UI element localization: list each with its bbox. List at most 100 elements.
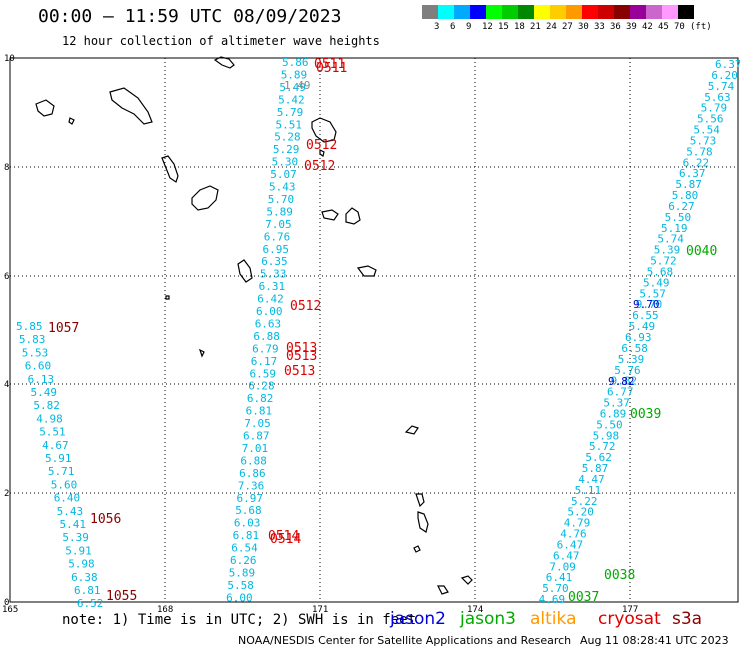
wave-height-value: 5.74 (708, 80, 735, 93)
wave-height-value: 7.01 (242, 442, 269, 455)
legend-swatch (678, 5, 694, 19)
wave-height-value: 6.58 (621, 342, 648, 355)
island (161, 155, 179, 183)
legend-swatch (534, 5, 550, 19)
wave-height-value: 4.76 (560, 528, 587, 541)
track-time-label: 0511 (316, 61, 347, 76)
legend-swatch (438, 5, 454, 19)
wave-height-value: 6.52 (77, 597, 104, 610)
wave-height-value: 9.70 (636, 298, 663, 311)
island (237, 259, 253, 283)
wave-height-value: 5.78 (686, 145, 713, 158)
wave-height-value: 7.09 (549, 560, 576, 573)
wave-height-value: 6.31 (259, 280, 286, 293)
wave-height-value: 5.41 (60, 518, 87, 531)
wave-height-value: 9.82 (611, 375, 638, 388)
wave-height-value: 5.28 (274, 131, 301, 144)
wave-height-value: 6.95 (263, 243, 290, 256)
wave-height-value: 6.81 (246, 405, 273, 418)
legend-swatch (566, 5, 582, 19)
wave-height-value: 7.05 (244, 417, 270, 430)
wave-height-value: 5.70 (268, 193, 295, 206)
x-tick-label: 165 (2, 605, 18, 615)
wave-height-value: 6.17 (251, 355, 277, 368)
lat-lon-grid (10, 58, 738, 602)
legend-label: 45 (658, 22, 669, 32)
wave-height-value: 6.47 (557, 538, 584, 551)
wave-height-value: 6.54 (231, 542, 258, 555)
legend-label: 9 (466, 22, 472, 32)
wave-height-value: 6.76 (264, 230, 291, 243)
wave-height-value: 5.20 (567, 506, 594, 519)
track-time-label: 0038 (604, 568, 635, 583)
wave-height-value: 5.54 (693, 124, 720, 137)
island (356, 265, 377, 277)
map-title: 00:00 — 11:59 UTC 08/09/2023 (38, 6, 342, 27)
wave-height-value: 5.50 (596, 418, 623, 431)
x-tick-label: 171 (312, 605, 328, 615)
wave-height-value: 5.71 (48, 465, 75, 478)
island (109, 87, 153, 125)
island (437, 585, 449, 595)
island (413, 545, 421, 553)
wave-height-value: 5.62 (585, 451, 612, 464)
wave-height-value: 5.87 (582, 462, 609, 475)
wave-height-value: 6.88 (240, 454, 267, 467)
track-time-label: 0512 (304, 159, 335, 174)
wave-height-value: 6.77 (607, 386, 634, 399)
wave-height-value: 6.79 (252, 342, 279, 355)
y-tick-label: 4 (4, 380, 9, 390)
wave-height-value: 5.68 (647, 265, 674, 278)
wave-height-value: 5.49 (279, 81, 306, 94)
wave-height-value: 6.81 (233, 529, 260, 542)
legend-swatch (454, 5, 470, 19)
island (417, 511, 429, 533)
track-time-label: 0513 (286, 341, 317, 356)
legend-label: 6 (450, 22, 456, 32)
island (404, 425, 419, 435)
wave-height-value: 6.38 (71, 571, 98, 584)
wave-height-value: 5.49 (643, 276, 670, 289)
legend-label: 36 (610, 22, 621, 32)
wave-height-value: 6.88 (253, 330, 280, 343)
legend-swatch (502, 5, 518, 19)
x-tick-label: 177 (622, 605, 638, 615)
wave-height-value: 5.89 (281, 68, 308, 81)
track-time-label: 0513 (284, 364, 315, 379)
wave-height-value: 5.30 (272, 156, 299, 169)
x-tick-label: 174 (467, 605, 483, 615)
wave-height-value: 1.49 (284, 79, 311, 92)
wave-height-value: 6.40 (54, 492, 80, 505)
island (321, 209, 339, 221)
island (311, 117, 337, 143)
legend-swatch (598, 5, 614, 19)
wave-height-value: 5.72 (650, 255, 677, 268)
wave-height-value: 5.07 (270, 168, 297, 181)
satellite-legend-s3a: s3a (672, 609, 703, 629)
wave-height-value: 6.35 (261, 255, 288, 268)
wave-height-value: 6.89 (600, 407, 627, 420)
island (68, 117, 75, 125)
wave-height-value: 5.50 (665, 211, 692, 224)
wave-height-value: 5.42 (278, 93, 305, 106)
wave-height-value: 5.19 (661, 222, 688, 235)
island (319, 149, 325, 157)
wave-height-value: 6.60 (25, 360, 52, 373)
altimeter-tracks: 5.855.835.536.606.135.495.824.985.514.67… (16, 56, 740, 610)
legend-swatch (550, 5, 566, 19)
legend-swatch (662, 5, 678, 19)
wave-height-value: 6.27 (668, 200, 695, 213)
wave-height-value: 5.63 (704, 91, 731, 104)
wave-height-value: 4.98 (36, 412, 63, 425)
wave-height-value: 5.87 (675, 178, 702, 191)
y-tick-label: 0 (4, 598, 9, 608)
legend-label: 30 (578, 22, 589, 32)
wave-height-value: 4.69 (539, 593, 566, 606)
track-time-label: 0514 (270, 532, 301, 547)
legend-label: 3 (434, 22, 440, 32)
wave-height-value: 5.83 (19, 333, 46, 346)
track-time-label: 0039 (630, 407, 661, 422)
legend-swatch (614, 5, 630, 19)
y-tick-label: 6 (4, 272, 9, 282)
